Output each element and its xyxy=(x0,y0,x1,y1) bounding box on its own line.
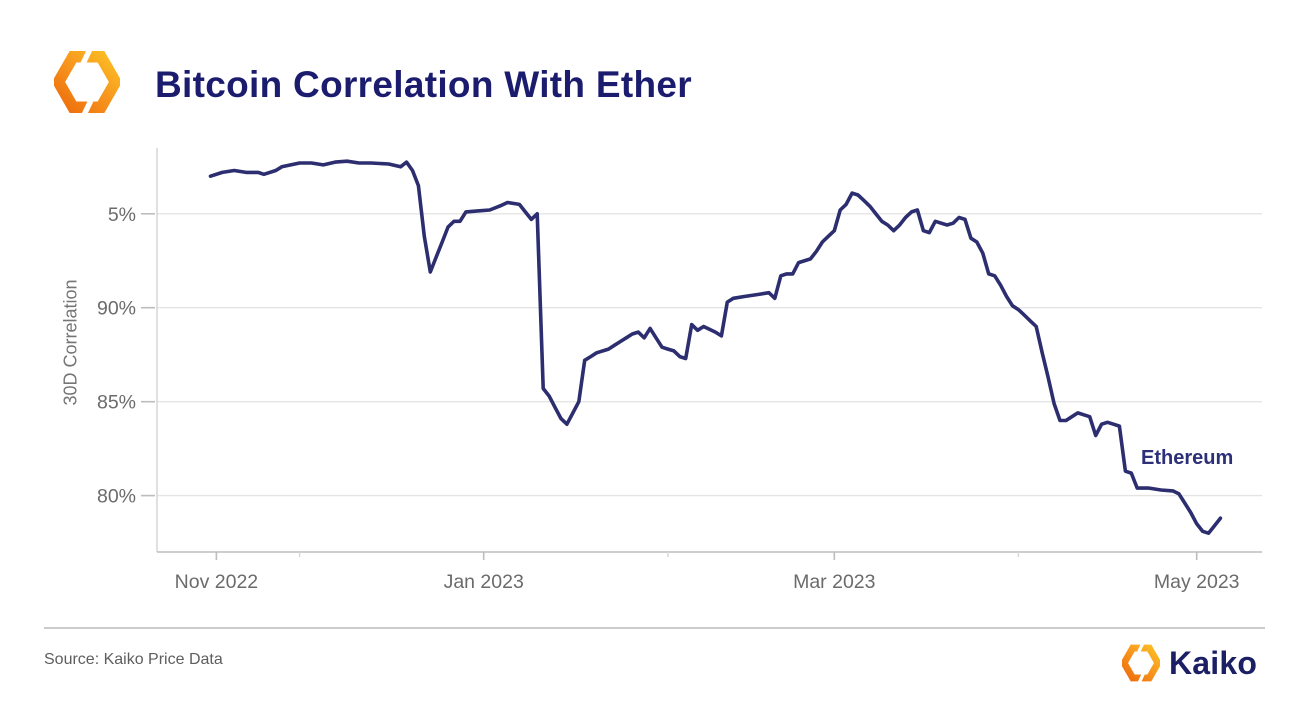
y-tick-label: 90% xyxy=(97,298,136,320)
footer-logo: Kaiko xyxy=(1122,644,1257,682)
page-title: Bitcoin Correlation With Ether xyxy=(155,64,692,105)
y-tick-label: 80% xyxy=(97,486,136,508)
y-axis-title: 30D Correlation xyxy=(60,279,81,406)
x-tick-label: Mar 2023 xyxy=(793,571,875,593)
footer-divider xyxy=(44,627,1265,629)
series-label-ethereum: Ethereum xyxy=(1141,447,1234,469)
kaiko-logo-mark-icon xyxy=(51,47,123,117)
y-tick-label: 5% xyxy=(108,204,136,226)
x-tick-label: Nov 2022 xyxy=(175,571,258,593)
series-line-ethereum xyxy=(208,159,1223,536)
y-tick-label: 85% xyxy=(97,392,136,414)
source-note: Source: Kaiko Price Data xyxy=(44,651,223,668)
correlation-chart: 5% 90% 85% 80% Nov 2022 Jan 2023 Mar 2023 May 2… xyxy=(97,148,1262,593)
kaiko-logo-icon xyxy=(1122,644,1160,682)
footer-brand-wordmark: Kaiko xyxy=(1169,644,1258,681)
x-tick-label: Jan 2023 xyxy=(444,571,524,593)
x-tick-label: May 2023 xyxy=(1154,571,1240,593)
